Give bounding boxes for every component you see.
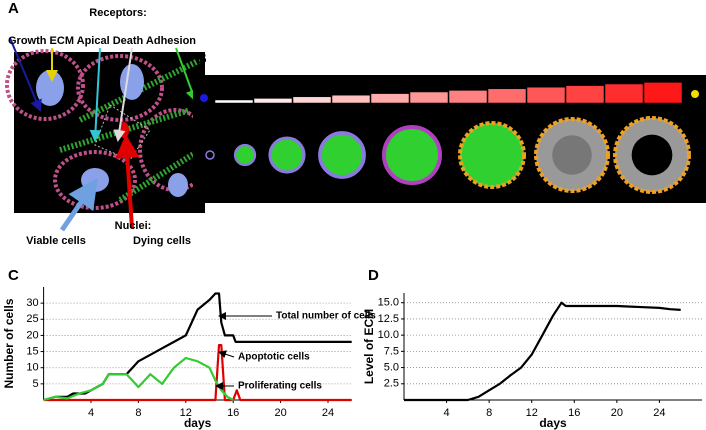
colony: [458, 121, 526, 189]
colony-core: [552, 135, 592, 175]
y-tick-label: 12.5: [378, 313, 399, 325]
x-tick-label: 20: [611, 407, 623, 419]
x-tick-label: 8: [135, 407, 141, 419]
ecm-level-step: [487, 88, 527, 104]
x-tick-label: 16: [568, 407, 580, 419]
ecm-level-step: [253, 98, 293, 104]
x-tick-label: 20: [274, 407, 286, 419]
y-axis-label: Level of ECM: [362, 309, 376, 384]
panel-label: A: [8, 0, 19, 17]
y-tick-label: 5: [32, 378, 38, 390]
y-tick-label: 10.0: [378, 329, 399, 341]
x-tick-label: 12: [180, 407, 192, 419]
y-tick-label: 2.5: [384, 378, 399, 390]
ecm-level-step: [604, 83, 644, 104]
series-line: [43, 292, 352, 402]
ecm-level-step: [409, 91, 449, 104]
x-tick-label: 24: [322, 407, 334, 419]
ecm-level-step: [331, 94, 371, 104]
y-tick-label: 7.5: [384, 345, 399, 357]
x-axis-label: days: [539, 416, 567, 430]
series-line: [404, 301, 681, 402]
x-tick-label: 4: [444, 407, 450, 419]
ecm-level-step: [370, 93, 410, 104]
viable-label: Viable cells: [26, 235, 86, 247]
ecm-level-step: [526, 86, 566, 104]
x-tick-label: 24: [653, 407, 665, 419]
colony: [268, 136, 306, 174]
x-tick-label: 8: [486, 407, 492, 419]
dying-label: Dying cells: [133, 235, 191, 247]
nuclei-title: Nuclei:: [115, 220, 152, 232]
receptors-title: Receptors:: [89, 7, 146, 19]
x-tick-label: 12: [526, 407, 538, 419]
panel-label: D: [368, 267, 379, 284]
y-tick-label: 15: [26, 345, 38, 357]
ecm-level-step: [448, 90, 488, 104]
panel-label: B: [196, 50, 207, 67]
x-tick-label: 16: [227, 407, 239, 419]
colony: [318, 131, 366, 179]
growth-sequence: [193, 75, 706, 203]
panel-label: C: [8, 267, 19, 284]
x-tick-label: 4: [88, 407, 94, 419]
y-axis-label: Number of cells: [2, 298, 16, 388]
y-tick-label: 25: [26, 313, 38, 325]
colony: [233, 143, 257, 167]
ecm-level-step: [214, 99, 254, 104]
y-tick-label: 30: [26, 297, 38, 309]
colony: [382, 125, 442, 185]
receptors-list: Growth ECM Apical Death Adhesion: [8, 35, 196, 47]
ecm-level-step: [643, 82, 683, 104]
x-axis-label: days: [184, 416, 212, 430]
y-tick-label: 10: [26, 362, 38, 374]
series-line: [43, 356, 234, 402]
annotation-arrow: [218, 350, 235, 359]
series-label: Proliferating cells: [238, 381, 322, 392]
cell-illustration: [5, 37, 212, 232]
y-tick-label: 20: [26, 329, 38, 341]
ecm-level-step: [292, 96, 332, 104]
series-label: Apoptotic cells: [238, 352, 310, 363]
colony: [205, 150, 215, 160]
y-tick-label: 5.0: [384, 361, 399, 373]
y-tick-label: 15.0: [378, 297, 399, 309]
ecm-level-step: [565, 85, 605, 104]
series-label: Total number of cells: [276, 311, 376, 322]
colony-core: [631, 134, 673, 176]
